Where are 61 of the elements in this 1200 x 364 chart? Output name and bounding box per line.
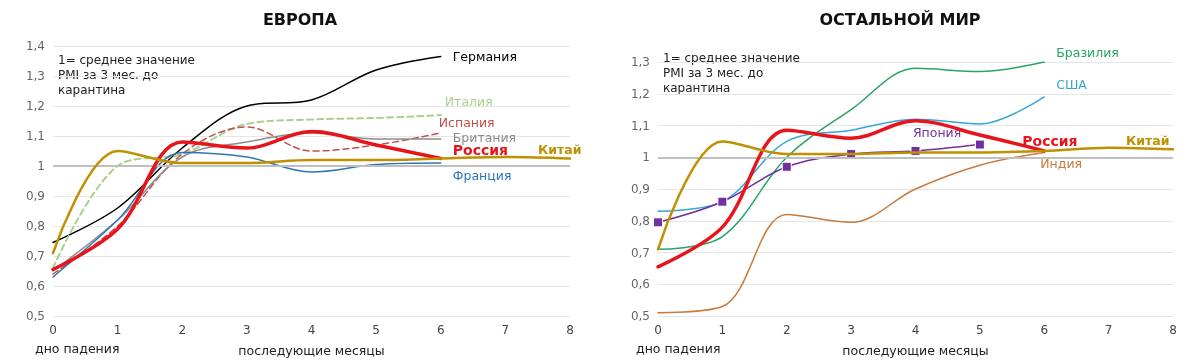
x-tick-label: 3 [847, 323, 855, 337]
y-tick-label: 1 [642, 150, 650, 165]
y-tick-label: 1,2 [25, 99, 45, 113]
series-label: Россия [1022, 132, 1078, 149]
x-tick-label: 7 [501, 323, 510, 337]
x-axis-title: последующие месяцы [238, 343, 385, 358]
annotation: 1= среднее значение PMI за 3 мес. до карантина [663, 50, 800, 95]
x-tick-label: 8 [566, 323, 574, 337]
series-label: Франция [452, 167, 512, 183]
line-series [52, 151, 442, 278]
x-tick-label: 1 [113, 323, 122, 337]
x-tick-label: 5 [976, 323, 984, 337]
x-tick-label: 1 [718, 323, 727, 337]
series-label: Испания [438, 114, 495, 130]
text: дно падения [35, 341, 120, 356]
series-label: Индия [1040, 155, 1083, 171]
series-label: Бразилия [1056, 44, 1119, 60]
point [974, 139, 985, 150]
x-tick-label: 0 [654, 323, 662, 337]
y-tick-label: 1,4 [25, 39, 45, 53]
line-series [52, 55, 442, 244]
x-tick-label: 0 [49, 323, 57, 337]
y-tick-label: 1,2 [630, 86, 650, 101]
x-tick-label: 7 [1104, 323, 1113, 337]
x-tick-label: 5 [372, 323, 380, 337]
y-tick-label: 0,6 [630, 277, 650, 292]
y-tick-label: 1,1 [630, 118, 650, 133]
y-tick-label: 0,9 [630, 182, 650, 196]
y-tick-label: 0,7 [630, 245, 650, 260]
chart-title: ЕВРОПА [262, 9, 338, 29]
series-label: США [1056, 77, 1088, 93]
y-tick-label: 0,8 [630, 213, 650, 228]
x-tick-label: 4 [307, 323, 316, 337]
chart-title: ОСТАЛЬНОЙ МИР [819, 9, 981, 29]
x-axis-title: последующие месяцы [842, 343, 989, 358]
y-tick-label: 0,9 [25, 189, 45, 203]
x-tick-label: 8 [1169, 323, 1177, 337]
x-tick-label: 4 [911, 323, 920, 337]
x-tick-label: 6 [1040, 323, 1049, 337]
y-tick-label: 0,5 [25, 309, 45, 323]
point [653, 217, 663, 228]
y-tick-label: 0,6 [25, 279, 45, 293]
x-tick-label: 2 [178, 323, 187, 337]
text: дно падения [636, 341, 721, 356]
y-tick-label: 1,3 [630, 55, 650, 69]
point [717, 196, 728, 207]
series-label: Япония [912, 125, 962, 141]
x-tick-label: 6 [436, 323, 445, 337]
point [781, 161, 792, 172]
series-label: Китай [1126, 132, 1170, 148]
x-tick-label: 3 [243, 323, 251, 337]
y-tick-label: 0,7 [25, 249, 45, 263]
y-tick-label: 0,5 [630, 309, 650, 323]
series-label: Китай [538, 142, 582, 157]
series-label: Германия [452, 49, 517, 64]
y-tick-label: 1,3 [25, 69, 45, 83]
y-tick-label: 1,1 [25, 129, 45, 143]
y-tick-label: 1 [37, 159, 45, 173]
x-tick-label: 2 [782, 323, 791, 337]
y-tick-label: 0,8 [25, 219, 45, 233]
series-label: Италия [444, 93, 493, 109]
